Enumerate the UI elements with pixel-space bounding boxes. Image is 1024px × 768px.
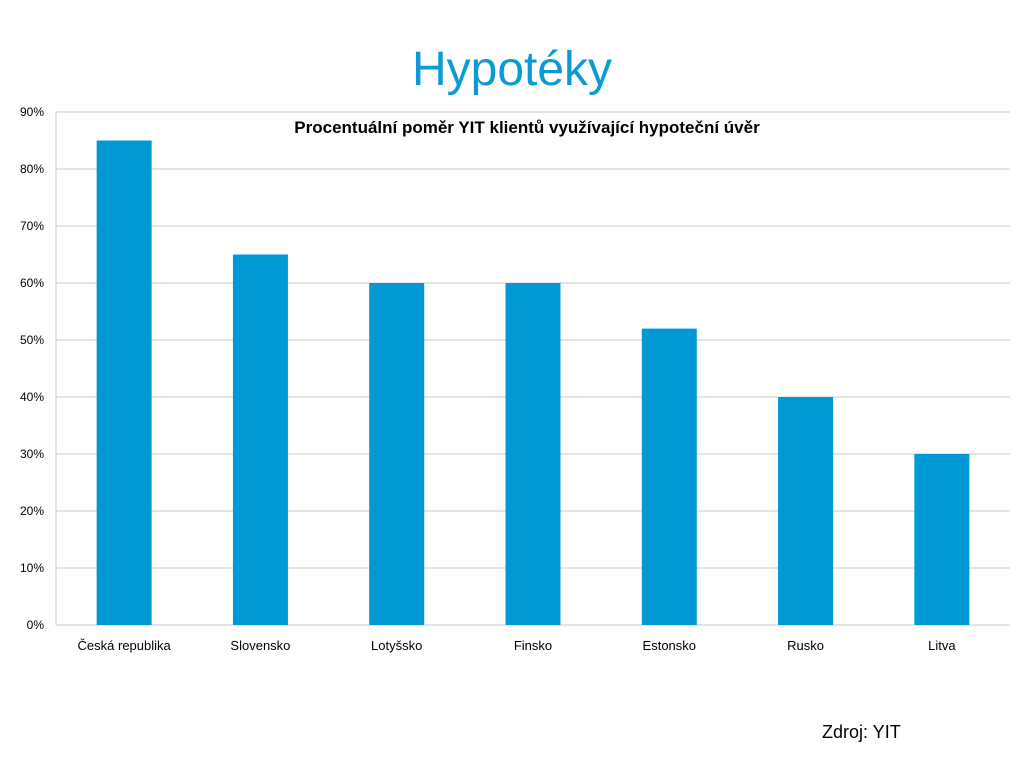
y-tick-label: 40% — [20, 390, 44, 404]
bars — [96, 140, 970, 625]
x-tick-label: Finsko — [514, 638, 552, 653]
x-axis-ticks: Česká republika Slovensko Lotyšsko Finsko Es… — [78, 638, 957, 653]
slide-title: Hypotéky — [411, 43, 613, 96]
y-tick-label: 50% — [20, 333, 44, 347]
bar — [778, 397, 834, 625]
y-tick-label: 10% — [20, 561, 44, 575]
bar — [369, 283, 425, 625]
bar — [641, 328, 697, 625]
x-tick-label: Rusko — [787, 638, 824, 653]
source-note: Zdroj: YIT — [822, 722, 901, 742]
y-tick-label: 20% — [20, 504, 44, 518]
y-tick-label: 60% — [20, 276, 44, 290]
y-tick-label: 30% — [20, 447, 44, 461]
bar — [232, 254, 288, 625]
y-tick-label: 0% — [27, 618, 45, 632]
y-tick-label: 80% — [20, 162, 44, 176]
x-tick-label: Slovensko — [230, 638, 290, 653]
bar — [96, 140, 152, 625]
x-tick-label: Litva — [928, 638, 956, 653]
x-tick-label: Česká republika — [78, 638, 172, 653]
x-tick-label: Estonsko — [643, 638, 696, 653]
y-tick-label: 90% — [20, 105, 44, 119]
bar — [505, 283, 561, 625]
x-tick-label: Lotyšsko — [371, 638, 422, 653]
y-axis-ticks: 0% 10% 20% 30% 40% 50% 60% 70% 80% 90% — [20, 105, 44, 632]
bar — [914, 454, 970, 625]
chart-title: Procentuální poměr YIT klientů využívají… — [294, 118, 760, 137]
y-tick-label: 70% — [20, 219, 44, 233]
